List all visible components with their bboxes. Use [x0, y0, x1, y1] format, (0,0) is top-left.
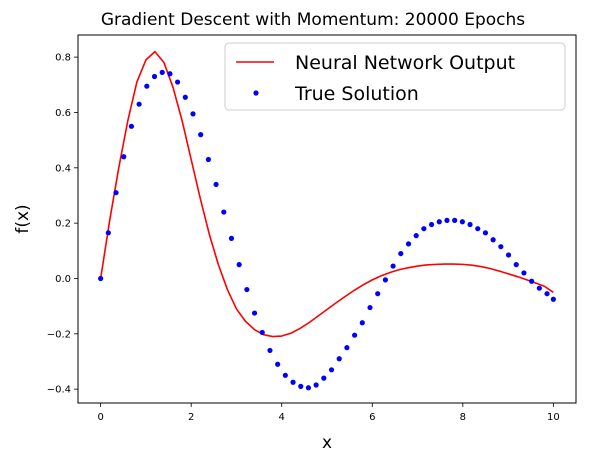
data-point-true-solution: [436, 219, 442, 225]
data-point-true-solution: [328, 367, 335, 373]
legend-marker-swatch: [253, 90, 259, 96]
y-tick-label: 0.4: [55, 163, 71, 174]
data-point-true-solution: [482, 230, 489, 236]
data-point-true-solution: [550, 296, 556, 302]
chart-title: Gradient Descent with Momentum: 20000 Ep…: [101, 10, 525, 30]
data-point-true-solution: [405, 241, 412, 247]
data-point-true-solution: [298, 383, 304, 389]
data-point-true-solution: [144, 83, 150, 89]
data-point-true-solution: [244, 286, 250, 293]
data-point-true-solution: [121, 154, 127, 160]
data-point-true-solution: [151, 73, 158, 80]
x-axis-label: x: [322, 433, 332, 453]
data-point-true-solution: [536, 285, 542, 291]
data-point-true-solution: [113, 190, 119, 196]
plot-area: [77, 34, 577, 404]
data-point-true-solution: [275, 361, 281, 367]
y-tick-label: 0.0: [55, 274, 71, 285]
data-point-true-solution: [390, 263, 396, 269]
data-point-true-solution: [513, 262, 519, 268]
y-tick-label: −0.2: [47, 329, 71, 340]
data-point-true-solution: [529, 278, 535, 284]
data-point-true-solution: [498, 244, 504, 250]
data-point-true-solution: [213, 181, 219, 188]
data-point-true-solution: [413, 233, 419, 239]
data-point-true-solution: [267, 347, 273, 354]
data-point-true-solution: [321, 375, 327, 381]
data-point-true-solution: [282, 372, 288, 378]
y-tick-label: −0.4: [47, 385, 71, 396]
legend: Neural Network Output True Solution: [224, 42, 566, 111]
y-tick-label: 0.8: [55, 53, 71, 64]
data-point-true-solution: [382, 277, 388, 283]
data-point-true-solution: [359, 320, 365, 326]
data-point-true-solution: [198, 132, 204, 138]
data-point-true-solution: [205, 156, 211, 163]
series-line-neural-network-output: [99, 50, 554, 338]
data-point-true-solution: [444, 217, 450, 223]
data-point-true-solution: [290, 379, 296, 385]
data-point-true-solution: [398, 250, 404, 257]
data-point-true-solution: [467, 221, 473, 228]
data-point-true-solution: [428, 221, 435, 228]
data-point-true-solution: [136, 101, 142, 107]
y-tick-label: 0.2: [55, 219, 71, 230]
data-point-true-solution: [221, 209, 227, 215]
data-point-true-solution: [236, 262, 242, 268]
data-point-true-solution: [452, 217, 458, 223]
axis-ticks: 0 2 4 6 8 10 −0.4 −0.2 0.0 0.2 0.4 0.6 0.8: [47, 53, 560, 423]
data-point-true-solution: [182, 94, 188, 100]
data-point-true-solution: [313, 382, 319, 388]
x-tick-label: 8: [460, 412, 466, 423]
data-point-true-solution: [375, 291, 381, 297]
legend-label-true: True Solution: [294, 83, 419, 105]
data-point-true-solution: [505, 252, 512, 258]
data-point-true-solution: [251, 310, 258, 316]
data-point-true-solution: [336, 356, 342, 362]
data-point-true-solution: [367, 304, 373, 311]
legend-label-nn: Neural Network Output: [295, 52, 515, 74]
y-tick-label: 0.6: [55, 108, 71, 119]
data-point-true-solution: [490, 237, 496, 243]
data-point-true-solution: [421, 226, 427, 232]
legend-frame: [224, 42, 566, 111]
y-axis-label: f(x): [13, 204, 33, 233]
data-point-true-solution: [159, 69, 165, 75]
axes-frame: [77, 34, 577, 404]
data-point-true-solution: [190, 111, 196, 117]
x-tick-label: 6: [369, 412, 375, 423]
data-point-true-solution: [521, 270, 527, 276]
x-tick-label: 2: [188, 412, 194, 423]
data-point-true-solution: [105, 230, 111, 236]
data-point-true-solution: [98, 275, 104, 282]
x-tick-label: 0: [97, 412, 103, 423]
data-point-true-solution: [344, 345, 350, 351]
data-point-true-solution: [259, 329, 265, 336]
data-point-true-solution: [128, 123, 135, 129]
data-point-true-solution: [352, 332, 358, 338]
data-point-true-solution: [167, 71, 173, 77]
data-point-true-solution: [175, 79, 181, 85]
series-layer: [98, 50, 556, 391]
x-tick-label: 10: [547, 412, 560, 423]
data-point-true-solution: [459, 219, 465, 225]
data-point-true-solution: [475, 226, 481, 232]
data-point-true-solution: [228, 235, 235, 241]
data-point-true-solution: [305, 385, 312, 391]
data-point-true-solution: [544, 291, 550, 297]
x-tick-label: 4: [279, 412, 285, 423]
